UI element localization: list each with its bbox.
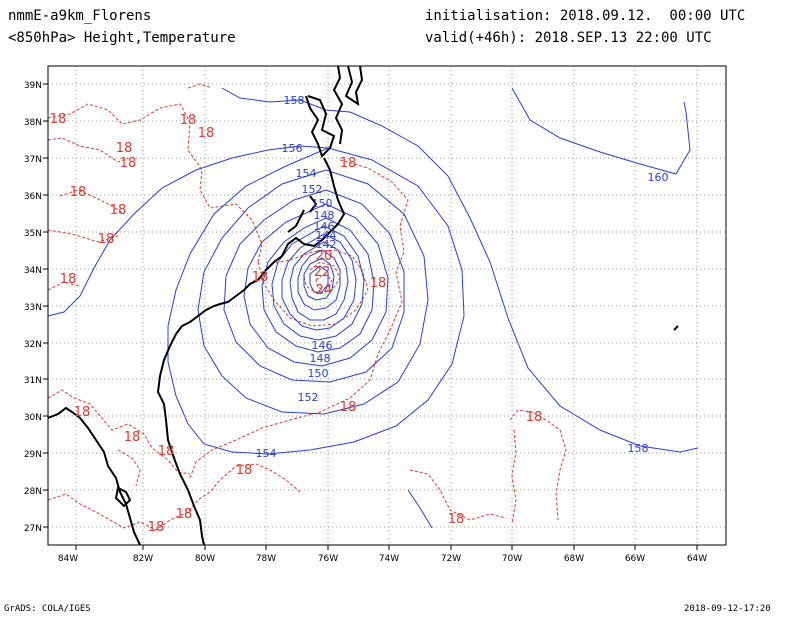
height-label: 146 <box>312 339 333 352</box>
lat-label: 36N <box>24 192 42 202</box>
temp-label: 18 <box>180 113 197 128</box>
lat-label: 29N <box>24 450 42 460</box>
temperature-contours <box>48 83 567 531</box>
temp-label: 18 <box>236 463 253 478</box>
temp-label: 18 <box>370 276 387 291</box>
temperature-contour-labels: 18 18 18 18 18 18 18 18 18 18 18 18 18 1… <box>50 112 543 535</box>
lon-label: 72W <box>441 554 461 564</box>
height-contours <box>48 87 699 529</box>
temp-label: 18 <box>98 232 115 247</box>
lat-label: 37N <box>24 155 42 165</box>
height-label: 150 <box>308 367 329 380</box>
temp-label: 18 <box>448 512 465 527</box>
height-label: 146 <box>314 220 335 233</box>
axis-ticks <box>43 83 698 550</box>
temp-label: 18 <box>176 507 193 522</box>
temp-label: 18 <box>120 156 137 171</box>
initialisation-time: initialisation: 2018.09.12. 00:00 UTC <box>425 8 746 24</box>
lon-label: 84W <box>58 554 78 564</box>
temp-label: 18 <box>340 156 357 171</box>
height-label: 144 <box>316 229 337 242</box>
longitude-labels: 84W 82W 80W 78W 76W 74W 72W 70W 68W 66W … <box>58 554 707 564</box>
height-contour-labels: 158 156 154 152 150 148 146 144 142 146 … <box>256 94 669 460</box>
temp-label: 18 <box>116 141 133 156</box>
height-label: 160 <box>648 171 669 184</box>
temp-label: 18 <box>60 272 77 287</box>
lat-label: 28N <box>24 487 42 497</box>
valid-time: valid(+46h): 2018.SEP.13 22:00 UTC <box>425 30 712 46</box>
temp-label: 18 <box>340 400 357 415</box>
temp-label: 18 <box>252 270 269 285</box>
model-title: nmmE-a9km_Florens <box>8 8 152 24</box>
height-label: 142 <box>316 238 337 251</box>
graticule <box>48 66 726 545</box>
height-label: 154 <box>256 447 277 460</box>
lat-label: 34N <box>24 266 42 276</box>
temp-label: 20 <box>316 249 333 264</box>
temp-label: 18 <box>110 203 127 218</box>
lon-label: 80W <box>195 554 215 564</box>
temp-label: 18 <box>50 112 67 127</box>
temp-label: 22 <box>314 265 331 280</box>
lat-label: 35N <box>24 229 42 239</box>
temp-label: 24 <box>316 283 333 298</box>
height-label: 156 <box>282 142 303 155</box>
temp-label: 18 <box>526 410 543 425</box>
height-label: 152 <box>302 183 323 196</box>
temp-label: 18 <box>74 405 91 420</box>
grads-credit: GrADS: COLA/IGES <box>4 604 91 614</box>
lat-label: 39N <box>24 81 42 91</box>
lon-label: 78W <box>256 554 276 564</box>
temp-label: 18 <box>124 430 141 445</box>
lat-label: 31N <box>24 376 42 386</box>
temp-label: 18 <box>70 185 87 200</box>
lon-label: 64W <box>687 554 707 564</box>
lon-label: 66W <box>625 554 645 564</box>
lat-label: 30N <box>24 413 42 423</box>
height-label: 148 <box>310 352 331 365</box>
lat-label: 38N <box>24 118 42 128</box>
temp-label: 18 <box>198 126 215 141</box>
temp-label: 18 <box>148 520 165 535</box>
lon-label: 68W <box>564 554 584 564</box>
latitude-labels: 27N 28N 29N 30N 31N 32N 33N 34N 35N 36N … <box>24 81 42 534</box>
height-label: 158 <box>284 94 305 107</box>
render-timestamp: 2018-09-12-17:20 <box>684 604 771 614</box>
temp-label: 18 <box>158 444 175 459</box>
height-label: 148 <box>314 209 335 222</box>
lon-label: 82W <box>133 554 153 564</box>
height-label: 158 <box>628 442 649 455</box>
height-label: 152 <box>298 391 319 404</box>
lat-label: 27N <box>24 524 42 534</box>
lon-label: 70W <box>502 554 522 564</box>
lat-label: 32N <box>24 340 42 350</box>
height-label: 150 <box>312 197 333 210</box>
lat-label: 33N <box>24 303 42 313</box>
coastline <box>48 66 679 545</box>
lon-label: 74W <box>379 554 399 564</box>
lon-label: 76W <box>318 554 338 564</box>
height-label: 154 <box>296 167 317 180</box>
field-title: <850hPa> Height,Temperature <box>8 30 236 46</box>
